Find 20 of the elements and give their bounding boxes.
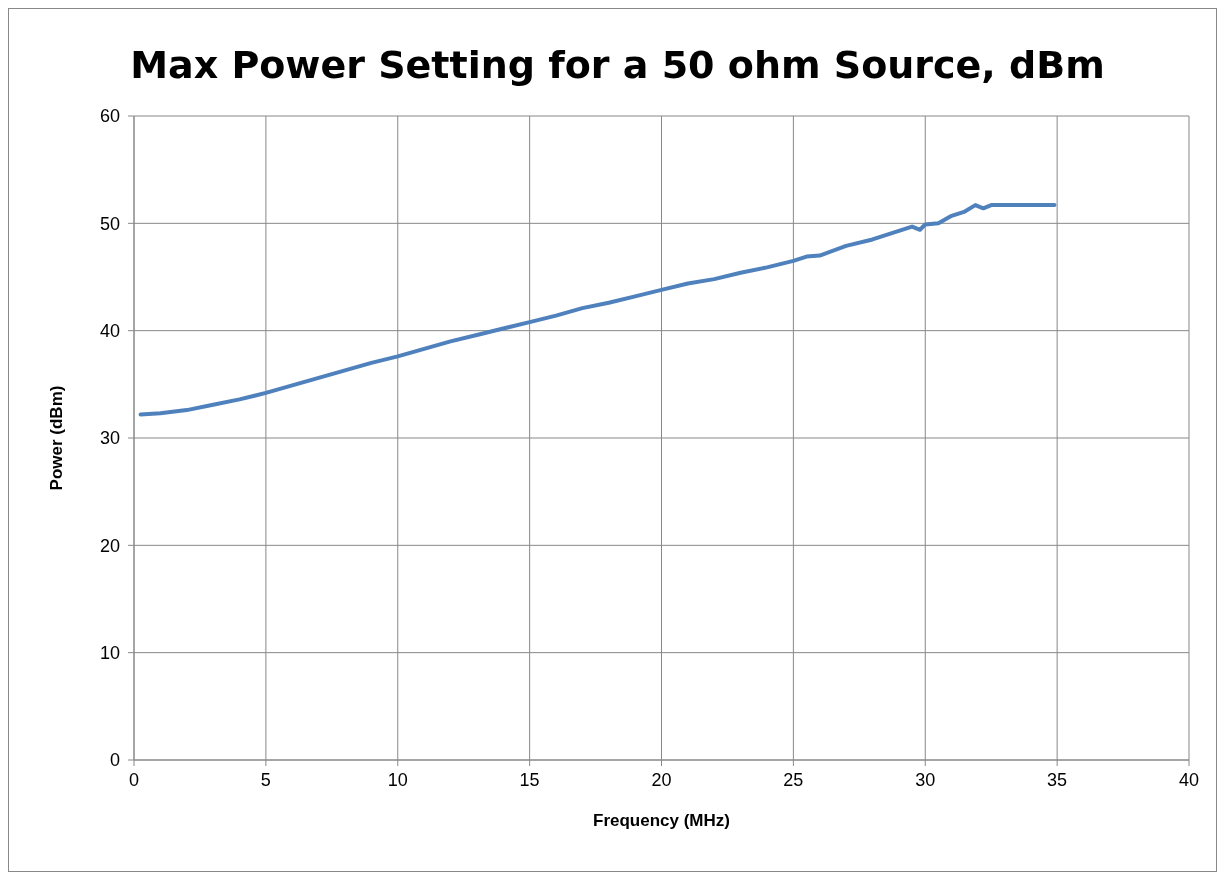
y-tick-label: 20 [99,535,120,556]
x-tick-label: 30 [915,770,936,790]
y-tick-label: 40 [99,320,120,341]
x-tick-label: 40 [1178,770,1200,790]
y-tick-label: 50 [99,213,120,234]
x-tick-label: 15 [519,770,540,790]
x-tick-label: 5 [260,770,271,790]
y-axis-title: Power (dBm) [47,385,66,491]
y-tick-label: 60 [99,106,120,127]
y-tick-label: 0 [109,750,120,771]
chart-title: Max Power Setting for a 50 ohm Source, dBm [130,43,1105,87]
x-tick-label: 20 [651,770,672,790]
x-tick-label: 0 [128,770,140,790]
line-series [138,203,1057,417]
y-tick-label: 30 [99,428,120,449]
y-tick-label: 10 [99,642,120,663]
x-tick-label: 35 [1047,770,1068,790]
x-tick-label: 10 [387,770,408,790]
x-tick-label: 25 [783,770,804,790]
x-axis-title: Frequency (MHz) [593,811,730,830]
